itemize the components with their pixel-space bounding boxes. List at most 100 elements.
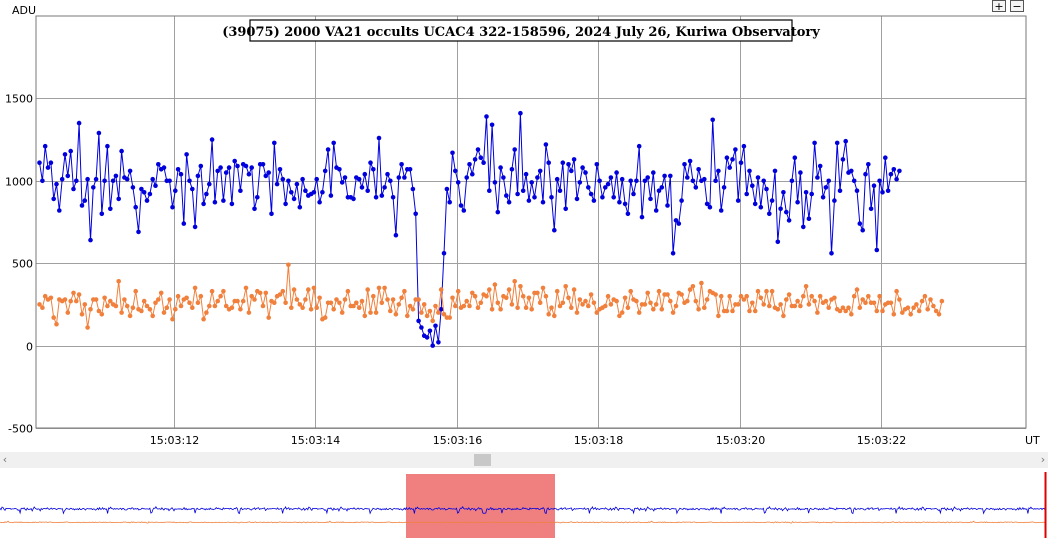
target-point <box>269 211 274 217</box>
comparison-point <box>738 293 744 299</box>
time-scrollbar[interactable]: ‹ › <box>0 452 1048 468</box>
comparison-point <box>840 305 846 311</box>
comparison-point <box>167 297 172 302</box>
comparison-point <box>195 300 201 306</box>
target-point <box>696 167 701 172</box>
comparison-point <box>453 303 458 309</box>
comparison-point <box>577 297 583 302</box>
comparison-point <box>846 305 851 311</box>
target-point <box>388 178 393 184</box>
target-point <box>600 195 605 200</box>
comparison-point <box>82 302 88 307</box>
target-point <box>823 185 829 190</box>
comparison-point <box>467 303 472 309</box>
comparison-point <box>504 295 509 301</box>
target-point <box>40 178 45 184</box>
comparison-point <box>390 297 396 302</box>
comparison-point <box>461 303 467 309</box>
target-point <box>690 178 696 184</box>
comparison-point <box>535 290 540 296</box>
target-point <box>704 201 710 207</box>
target-point <box>51 196 56 202</box>
target-point <box>390 195 396 200</box>
comparison-point <box>127 313 133 319</box>
comparison-point <box>158 290 164 296</box>
comparison-point <box>900 310 905 315</box>
comparison-point <box>792 303 798 309</box>
target-point <box>419 325 424 330</box>
target-point <box>359 185 365 190</box>
overview-navigator[interactable] <box>0 468 1048 540</box>
target-point <box>744 191 749 197</box>
target-point <box>733 147 738 152</box>
target-point <box>407 167 413 172</box>
zoom-out-button[interactable]: − <box>1010 0 1024 12</box>
scroll-thumb[interactable] <box>474 454 491 466</box>
target-point <box>317 199 322 205</box>
comparison-point <box>569 305 574 311</box>
comparison-point <box>382 285 387 291</box>
comparison-point <box>51 315 56 320</box>
comparison-point <box>212 303 218 309</box>
target-point <box>897 168 902 174</box>
comparison-point <box>571 287 577 292</box>
comparison-point <box>161 310 167 315</box>
comparison-point <box>263 290 269 296</box>
zoom-in-button[interactable]: + <box>992 0 1006 12</box>
comparison-point <box>393 312 399 317</box>
comparison-point <box>495 300 501 306</box>
comparison-point <box>812 298 817 304</box>
comparison-point <box>470 290 475 296</box>
target-point <box>716 168 721 174</box>
target-point <box>772 168 778 174</box>
scroll-left-arrow-icon[interactable]: ‹ <box>2 453 8 466</box>
comparison-point <box>88 307 93 312</box>
comparison-point <box>410 307 416 312</box>
comparison-point <box>888 300 894 306</box>
target-point <box>537 168 543 174</box>
target-point <box>888 171 894 177</box>
comparison-point <box>396 302 402 307</box>
comparison-point <box>303 297 308 302</box>
comparison-series <box>37 262 945 330</box>
comparison-point <box>665 292 670 297</box>
comparison-point <box>916 308 922 314</box>
chart-title-box <box>249 19 793 42</box>
target-point <box>727 165 732 170</box>
target-point <box>721 185 727 190</box>
target-point <box>303 188 308 193</box>
target-point <box>877 178 882 184</box>
comparison-point <box>238 307 243 312</box>
comparison-point <box>826 305 831 311</box>
comparison-point <box>430 318 436 324</box>
y-tick-label: 1000 <box>5 176 33 189</box>
target-point <box>764 186 769 192</box>
target-point <box>54 181 59 187</box>
comparison-point <box>289 305 294 311</box>
comparison-point <box>523 305 529 311</box>
target-point <box>455 180 461 185</box>
target-point <box>651 170 656 175</box>
comparison-point <box>438 287 444 292</box>
comparison-point <box>594 310 600 315</box>
target-point <box>826 178 831 184</box>
target-point <box>560 160 566 165</box>
target-point <box>874 247 880 253</box>
target-point <box>481 160 486 165</box>
comparison-point <box>529 307 534 312</box>
comparison-point <box>648 300 653 306</box>
overview-window[interactable] <box>406 474 555 538</box>
target-point <box>583 170 588 175</box>
target-point <box>863 171 868 177</box>
target-point <box>322 168 328 174</box>
comparison-point <box>204 310 209 315</box>
comparison-point <box>857 305 863 311</box>
target-point <box>254 195 260 200</box>
comparison-point <box>192 285 198 291</box>
target-point <box>781 190 786 195</box>
target-point <box>741 143 747 149</box>
target-series <box>37 110 902 348</box>
target-point <box>229 201 235 207</box>
scroll-right-arrow-icon[interactable]: › <box>1040 453 1046 466</box>
comparison-point <box>124 303 130 309</box>
